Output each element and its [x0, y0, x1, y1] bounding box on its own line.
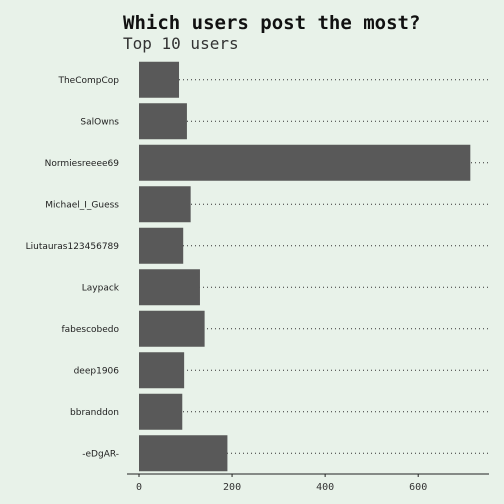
- bar: [139, 103, 187, 140]
- bar: [139, 435, 228, 472]
- x-axis-ticks: 0 200 400 600: [136, 474, 427, 493]
- category-labels: TheCompCop SalOwns Normiesreeee69 Michael_I…: [26, 76, 120, 460]
- x-tick-label: 0: [136, 482, 142, 493]
- gridlines: [139, 79, 488, 454]
- category-label: SalOwns: [80, 117, 119, 127]
- chart-title: Which users post the most?: [123, 12, 420, 34]
- category-label: bbranddon: [70, 408, 119, 418]
- bar: [139, 144, 471, 181]
- x-tick-label: 400: [316, 482, 334, 493]
- bar: [139, 227, 184, 264]
- category-label: TheCompCop: [57, 76, 119, 86]
- bar: [139, 352, 185, 389]
- x-tick-label: 200: [223, 482, 241, 493]
- category-label: Liutauras123456789: [26, 242, 120, 252]
- category-label: fabescobedo: [61, 325, 119, 335]
- bar: [139, 310, 205, 347]
- category-label: Laypack: [82, 283, 120, 293]
- bar: [139, 61, 180, 98]
- bar: [139, 269, 200, 306]
- chart-subtitle: Top 10 users: [123, 34, 239, 53]
- category-label: Michael_I_Guess: [45, 200, 119, 210]
- category-label: -eDgAR-: [82, 449, 119, 459]
- category-label: deep1906: [74, 366, 120, 376]
- bar: [139, 186, 191, 223]
- category-label: Normiesreeee69: [45, 159, 120, 169]
- bar: [139, 393, 183, 430]
- x-tick-label: 600: [409, 482, 427, 493]
- bars: [139, 61, 471, 472]
